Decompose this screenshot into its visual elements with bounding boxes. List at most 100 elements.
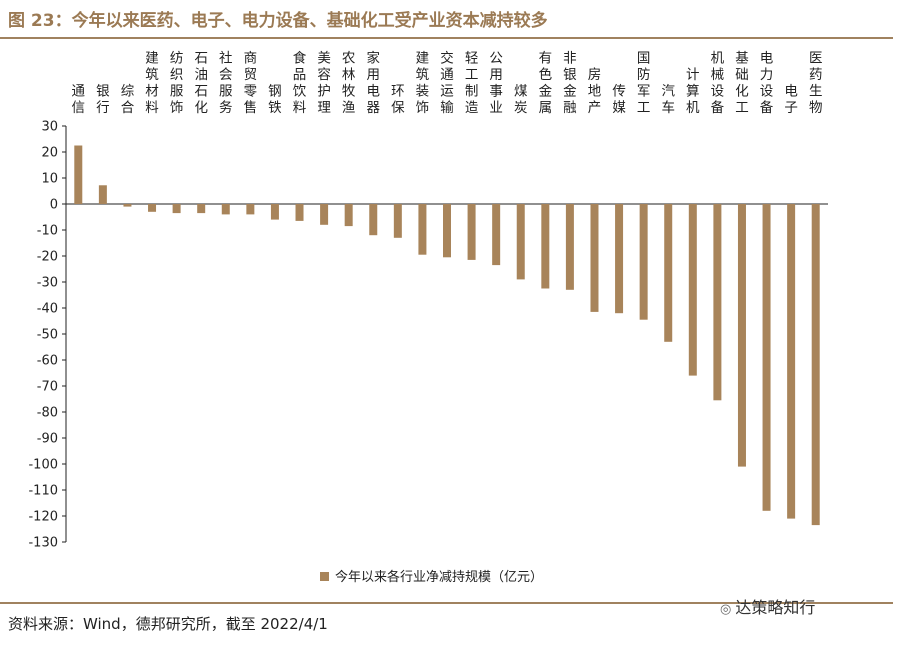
category-label-char: 器	[367, 100, 381, 116]
y-tick-label: -30	[37, 276, 58, 291]
category-label: 综合	[121, 84, 135, 117]
category-label-char: 交	[440, 50, 454, 67]
category-label-char: 电	[760, 51, 774, 67]
category-label-char: 算	[686, 84, 700, 100]
y-tick-label: -100	[28, 458, 58, 473]
y-tick-label: -110	[28, 484, 58, 499]
bar-银行	[98, 185, 107, 204]
category-label-char: 品	[293, 67, 307, 83]
category-label-char: 化	[735, 84, 749, 100]
category-label-char: 建	[145, 51, 159, 67]
category-label-char: 食	[293, 50, 307, 67]
bar-美容护理	[320, 204, 329, 225]
y-tick-label: -20	[37, 250, 58, 265]
category-label: 传媒	[612, 84, 626, 117]
category-label-char: 用	[489, 67, 503, 83]
category-label-char: 药	[809, 67, 823, 83]
category-label-char: 建	[416, 51, 430, 67]
category-label-char: 综	[121, 84, 135, 100]
legend-label: 今年以来各行业净减持规模（亿元）	[335, 569, 543, 585]
category-label-char: 会	[219, 67, 233, 83]
y-tick-label: -70	[37, 380, 58, 395]
category-label-char: 地	[588, 84, 602, 100]
category-label: 通信	[72, 84, 86, 117]
category-label-char: 色	[539, 66, 553, 83]
bar-建筑材料	[148, 204, 157, 212]
category-label-char: 饰	[416, 100, 430, 116]
category-label-char: 行	[96, 100, 110, 116]
y-axis: 30 20 10 0 -10 -20 -30 -40 -50 -60 -70 -80 -90 -100 -1…	[28, 120, 828, 551]
category-label-char: 媒	[612, 100, 626, 116]
category-label-char: 础	[735, 67, 749, 83]
bar-非银金融	[565, 204, 574, 290]
y-tick-label: -80	[37, 406, 58, 421]
bar-国防军工	[639, 204, 648, 320]
legend-swatch	[320, 572, 329, 581]
category-label-char: 械	[711, 67, 725, 83]
category-label-char: 机	[711, 51, 725, 67]
category-label-char: 生	[809, 84, 823, 100]
category-label-char: 非	[563, 51, 577, 67]
category-label-char: 售	[244, 100, 258, 116]
category-label-char: 工	[637, 100, 651, 116]
category-label-char: 家	[367, 50, 381, 67]
category-label-char: 农	[342, 51, 356, 67]
legend: 今年以来各行业净减持规模（亿元）	[320, 569, 543, 585]
category-label-char: 防	[637, 67, 651, 83]
category-label: 房地产	[588, 67, 602, 116]
category-label-char: 林	[342, 67, 356, 83]
category-label-char: 信	[72, 100, 86, 116]
category-label: 环保	[391, 84, 405, 117]
category-label-char: 产	[588, 100, 602, 116]
bar-计算机	[688, 204, 697, 376]
category-label-char: 通	[440, 67, 454, 83]
category-label-char: 备	[711, 99, 725, 116]
bar-有色金属	[541, 204, 550, 289]
category-label-char: 金	[539, 84, 553, 100]
category-label-char: 银	[563, 67, 577, 83]
bar-电子	[787, 204, 796, 519]
bar-综合	[123, 204, 132, 207]
category-label-char: 零	[244, 84, 258, 100]
bar-农林牧渔	[344, 204, 353, 227]
category-label-char: 力	[760, 67, 774, 83]
bars	[74, 145, 820, 526]
category-label-char: 公	[489, 51, 503, 67]
wechat-icon: ◎	[720, 602, 732, 617]
category-label-char: 纺	[170, 51, 184, 67]
category-label-char: 筑	[416, 67, 430, 83]
bar-医药生物	[811, 204, 820, 526]
category-label-char: 装	[416, 84, 430, 100]
category-label-char: 运	[440, 84, 454, 100]
category-label: 电子	[784, 84, 798, 117]
bar-基础化工	[737, 204, 746, 467]
category-label-char: 电	[784, 84, 798, 100]
category-label-char: 电	[367, 84, 381, 100]
category-label-char: 机	[686, 100, 700, 116]
bar-交通运输	[443, 204, 451, 258]
category-label-char: 社	[219, 51, 233, 67]
category-label-char: 贸	[244, 67, 258, 83]
bar-钢铁	[270, 204, 279, 220]
category-label: 汽车	[661, 84, 675, 117]
category-label: 钢铁	[268, 84, 282, 117]
category-label: 银行	[96, 84, 110, 117]
category-label: 基础化工	[735, 50, 749, 117]
category-label-char: 设	[711, 84, 725, 100]
category-label: 计算机	[686, 67, 700, 116]
bar-纺织服饰	[172, 204, 181, 214]
category-label-char: 饰	[170, 100, 184, 116]
y-tick-label: 10	[41, 172, 58, 187]
category-label-char: 油	[194, 67, 208, 83]
bar-轻工制造	[467, 204, 476, 260]
y-tick-label: -120	[28, 510, 58, 525]
y-tick-label: -50	[37, 328, 58, 343]
category-label-char: 化	[194, 100, 208, 116]
